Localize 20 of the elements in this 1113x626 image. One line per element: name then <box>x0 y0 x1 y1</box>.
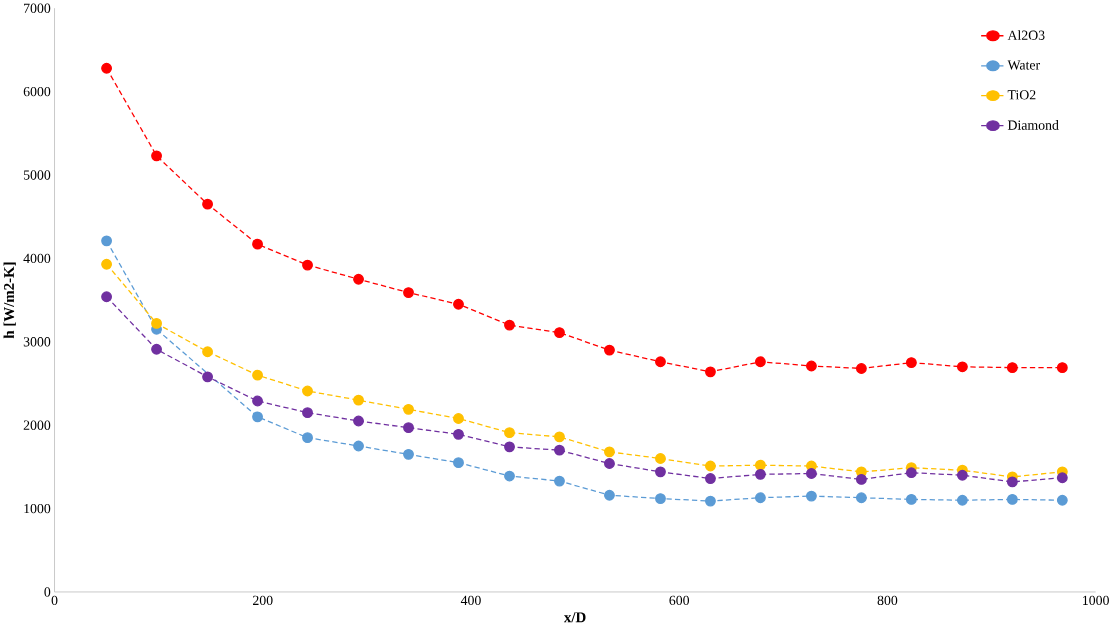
y-tick-label: 4000 <box>23 253 51 264</box>
y-tick-label: 6000 <box>23 87 51 97</box>
y-tick-label: 3000 <box>23 337 51 347</box>
y-tick-label: 7000 <box>24 3 51 13</box>
x-tick-label: 800 <box>877 595 898 606</box>
x-axis-title: x/D <box>563 612 586 623</box>
x-tick-label: 0 <box>51 595 58 606</box>
y-tick-label: 0 <box>44 587 51 597</box>
legend-label: Al2O3 <box>1007 30 1045 40</box>
x-tick-label: 600 <box>669 595 690 606</box>
y-tick-label: 5000 <box>23 170 51 180</box>
legend-label: Diamond <box>1007 120 1059 130</box>
x-tick-label: 200 <box>252 595 273 606</box>
y-tick-label: 1000 <box>24 504 51 514</box>
y-axis-title: h [W/m2-K] <box>3 262 16 339</box>
x-tick-label: 400 <box>460 595 481 606</box>
legend-label: Water <box>1007 60 1041 70</box>
x-tick-label: 1000 <box>1083 595 1109 606</box>
legend-label: TiO2 <box>1007 90 1036 100</box>
y-tick-label: 2000 <box>23 420 51 430</box>
